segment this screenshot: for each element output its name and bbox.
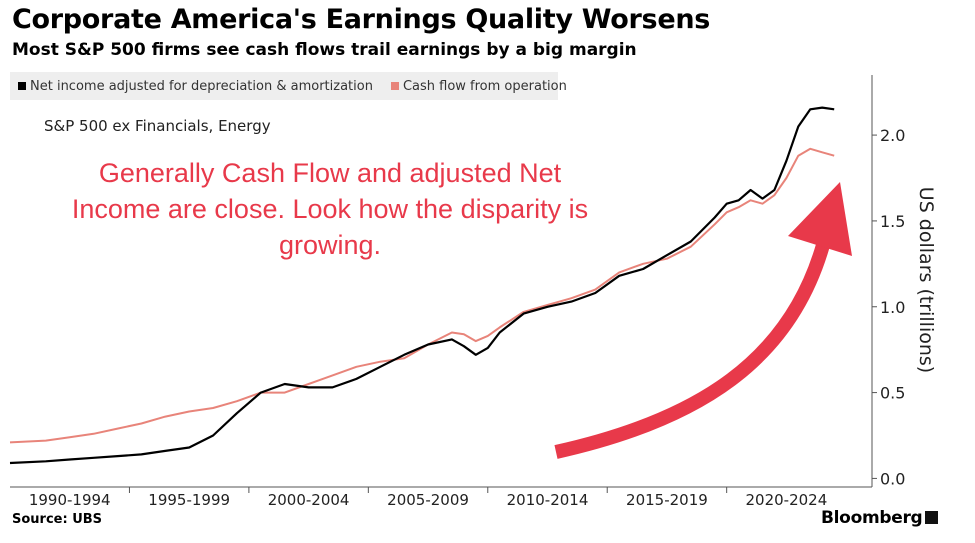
x-tick-label: 2000-2004 xyxy=(268,491,350,509)
x-tick-label: 1990-1994 xyxy=(29,491,111,509)
legend-label-net-income: Net income adjusted for depreciation & a… xyxy=(30,78,373,94)
annotation-arrow-shaft xyxy=(554,243,830,459)
annotation-text: Generally Cash Flow and adjusted Net Inc… xyxy=(20,155,640,263)
y-axis-label: US dollars (trillions) xyxy=(915,187,937,373)
legend-label-cash-flow: Cash flow from operation xyxy=(402,78,567,94)
y-tick-label: 1.5 xyxy=(880,212,905,231)
x-tick-label: 2005-2009 xyxy=(387,491,469,509)
chart-subtitle: Most S&P 500 firms see cash flows trail … xyxy=(12,40,637,60)
chart-note: S&P 500 ex Financials, Energy xyxy=(44,117,271,135)
annotation-line-3: growing. xyxy=(278,230,382,260)
brand-icon xyxy=(925,511,939,524)
source-label: Source: UBS xyxy=(12,512,103,527)
annotation-line-1: Generally Cash Flow and adjusted Net xyxy=(98,158,562,188)
annotation-line-2: Income are close. Look how the disparity… xyxy=(71,194,589,224)
annotation-arrow-head xyxy=(788,182,852,256)
axis-layer: 0.0 0.5 1.0 1.5 2.0 US dollars (trillions) 199… xyxy=(10,75,937,509)
y-tick-label: 0.0 xyxy=(880,469,905,488)
legend-item-net-income: Net income adjusted for depreciation & a… xyxy=(18,79,373,94)
y-tick-label: 1.0 xyxy=(880,298,905,317)
x-tick-label: 2015-2019 xyxy=(626,491,708,509)
x-tick-label: 2010-2014 xyxy=(507,491,589,509)
x-tick-label: 2020-2024 xyxy=(746,491,828,509)
series-layer xyxy=(9,106,835,465)
series-line-net-income xyxy=(9,106,835,465)
x-tick-label: 1995-1999 xyxy=(148,491,230,509)
legend-swatch-cash-flow xyxy=(390,82,399,90)
brand-logo: Bloomberg xyxy=(821,508,939,528)
annotation-arrow-layer xyxy=(554,182,852,459)
chart-legend: Net income adjusted for depreciation & a… xyxy=(10,72,567,100)
brand-name: Bloomberg xyxy=(821,508,923,528)
legend-swatch-net-income xyxy=(18,82,26,90)
series-line-cash-flow xyxy=(9,147,835,444)
y-tick-label: 2.0 xyxy=(880,126,905,145)
legend-item-cash-flow: Cash flow from operation xyxy=(390,78,567,94)
y-tick-label: 0.5 xyxy=(880,384,905,403)
chart-title: Corporate America's Earnings Quality Wor… xyxy=(12,4,711,35)
